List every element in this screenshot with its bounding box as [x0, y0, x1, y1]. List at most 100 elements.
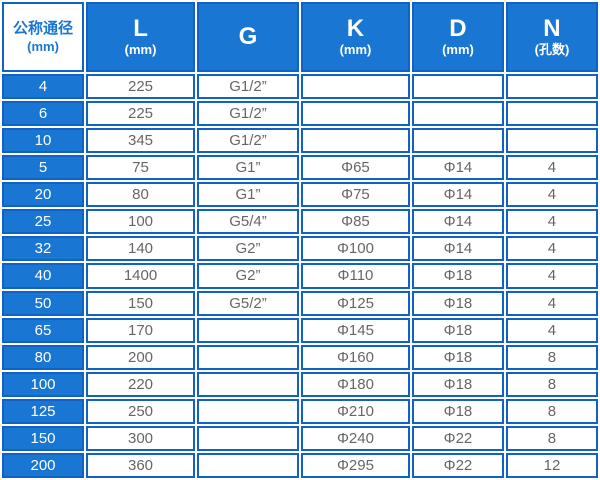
data-cell — [300, 74, 410, 100]
data-cell — [505, 128, 598, 154]
col-header-d: D (mm) — [411, 2, 504, 72]
data-cell — [300, 101, 410, 127]
data-cell — [197, 317, 299, 343]
data-cell: Φ22 — [411, 452, 504, 478]
data-cell: G1/2” — [197, 128, 299, 154]
data-cell: G5/2” — [197, 290, 299, 316]
table-row: 100 220 Φ180 Φ18 8 — [2, 371, 598, 397]
data-cell: 220 — [86, 371, 196, 397]
table-row: 32 140 G2” Φ100 Φ14 4 — [2, 236, 598, 262]
data-cell: 8 — [505, 425, 598, 451]
data-cell: G2” — [197, 236, 299, 262]
data-cell — [411, 74, 504, 100]
data-cell: Φ18 — [411, 398, 504, 424]
row-header-cell: 80 — [2, 344, 85, 370]
data-cell: 300 — [86, 425, 196, 451]
col-unit: (mm) — [339, 42, 372, 58]
col-title: D — [449, 15, 467, 42]
data-cell: Φ14 — [411, 209, 504, 235]
data-cell — [197, 344, 299, 370]
data-cell — [411, 128, 504, 154]
row-header-cell: 50 — [2, 290, 85, 316]
data-cell: 225 — [86, 74, 196, 100]
data-cell: 4 — [505, 263, 598, 289]
data-cell: Φ125 — [300, 290, 410, 316]
table-row: 25 100 G5/4” Φ85 Φ14 4 — [2, 209, 598, 235]
data-cell: Φ14 — [411, 155, 504, 181]
header-row: 公称通径 (mm) L (mm) G K (mm) D (mm) N (孔数) — [2, 2, 598, 72]
data-cell: 170 — [86, 317, 196, 343]
row-header-cell: 25 — [2, 209, 85, 235]
data-cell: 12 — [505, 452, 598, 478]
table-row: 125 250 Φ210 Φ18 8 — [2, 398, 598, 424]
data-cell — [300, 128, 410, 154]
data-cell — [197, 398, 299, 424]
data-cell: 225 — [86, 101, 196, 127]
row-header-cell: 40 — [2, 263, 85, 289]
data-cell: Φ18 — [411, 371, 504, 397]
data-cell: 80 — [86, 182, 196, 208]
data-cell: Φ18 — [411, 290, 504, 316]
col-title: L — [133, 15, 148, 42]
col-header-dn: 公称通径 (mm) — [2, 2, 85, 72]
row-header-cell: 32 — [2, 236, 85, 262]
table-row: 80 200 Φ160 Φ18 8 — [2, 344, 598, 370]
data-cell: Φ100 — [300, 236, 410, 262]
data-cell: 4 — [505, 317, 598, 343]
data-cell: Φ14 — [411, 182, 504, 208]
col-unit: (mm) — [27, 38, 59, 54]
data-cell: G1” — [197, 155, 299, 181]
data-cell: 150 — [86, 290, 196, 316]
data-cell: 345 — [86, 128, 196, 154]
data-cell: 4 — [505, 236, 598, 262]
row-header-cell: 5 — [2, 155, 85, 181]
col-title: G — [238, 22, 258, 50]
data-cell: Φ145 — [300, 317, 410, 343]
row-header-cell: 10 — [2, 128, 85, 154]
data-cell: 75 — [86, 155, 196, 181]
data-cell: G1/2” — [197, 74, 299, 100]
data-cell: 250 — [86, 398, 196, 424]
data-cell: Φ18 — [411, 263, 504, 289]
col-header-g: G — [197, 2, 299, 72]
row-header-cell: 65 — [2, 317, 85, 343]
data-cell: Φ18 — [411, 317, 504, 343]
col-header-l: L (mm) — [86, 2, 196, 72]
data-cell: 8 — [505, 371, 598, 397]
data-cell — [197, 425, 299, 451]
data-cell: Φ85 — [300, 209, 410, 235]
row-header-cell: 125 — [2, 398, 85, 424]
data-cell: Φ210 — [300, 398, 410, 424]
data-cell: 200 — [86, 344, 196, 370]
col-title: N — [543, 15, 561, 42]
col-header-k: K (mm) — [300, 2, 410, 72]
data-cell: Φ14 — [411, 236, 504, 262]
data-cell: Φ110 — [300, 263, 410, 289]
col-title: K — [346, 15, 365, 42]
data-cell: 4 — [505, 182, 598, 208]
row-header-cell: 20 — [2, 182, 85, 208]
table-row: 20 80 G1” Φ75 Φ14 4 — [2, 182, 598, 208]
col-header-n: N (孔数) — [505, 2, 598, 72]
table-row: 150 300 Φ240 Φ22 8 — [2, 425, 598, 451]
data-cell — [411, 101, 504, 127]
table-header: 公称通径 (mm) L (mm) G K (mm) D (mm) N (孔数) — [2, 2, 598, 72]
data-cell: 4 — [505, 209, 598, 235]
data-cell: Φ18 — [411, 344, 504, 370]
data-cell: 360 — [86, 452, 196, 478]
data-cell: 1400 — [86, 263, 196, 289]
data-cell: G1/2” — [197, 101, 299, 127]
data-cell — [505, 74, 598, 100]
col-title: 公称通径 — [13, 19, 74, 37]
data-cell: G1” — [197, 182, 299, 208]
data-cell: G2” — [197, 263, 299, 289]
data-cell: 8 — [505, 398, 598, 424]
data-cell: 140 — [86, 236, 196, 262]
data-cell: Φ75 — [300, 182, 410, 208]
row-header-cell: 6 — [2, 101, 85, 127]
col-unit: (孔数) — [534, 42, 570, 58]
row-header-cell: 4 — [2, 74, 85, 100]
table-row: 40 1400 G2” Φ110 Φ18 4 — [2, 263, 598, 289]
data-cell: G5/4” — [197, 209, 299, 235]
